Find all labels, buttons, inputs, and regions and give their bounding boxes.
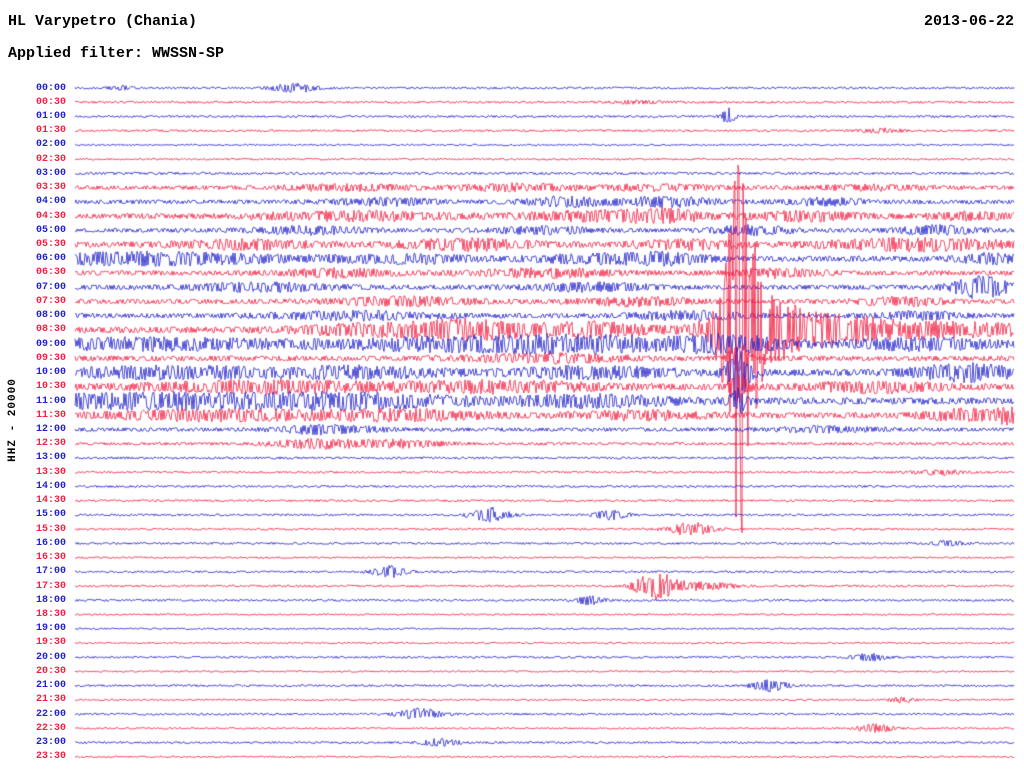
time-label: 02:30: [35, 153, 66, 165]
time-label: 22:00: [35, 708, 66, 720]
time-label: 12:00: [35, 424, 66, 436]
time-label: 16:30: [35, 552, 66, 564]
time-label: 10:00: [35, 367, 66, 379]
time-label: 15:30: [35, 523, 66, 535]
time-label: 18:00: [35, 594, 66, 606]
time-label: 05:00: [35, 224, 66, 236]
time-label: 03:00: [35, 167, 66, 179]
time-label: 13:00: [35, 452, 66, 464]
time-label: 03:30: [35, 182, 66, 194]
time-label: 20:00: [35, 651, 66, 663]
time-label: 08:30: [35, 324, 66, 336]
time-label: 22:30: [35, 722, 66, 734]
time-label: 19:30: [35, 637, 66, 649]
time-label: 11:30: [35, 409, 66, 421]
time-label: 01:30: [35, 125, 66, 137]
time-label: 20:30: [35, 665, 66, 677]
time-label: 14:30: [35, 495, 66, 507]
time-label: 06:00: [35, 253, 66, 265]
time-label: 17:00: [35, 566, 66, 578]
time-label: 00:00: [35, 82, 66, 94]
time-label: 04:00: [35, 196, 66, 208]
time-label: 12:30: [35, 438, 66, 450]
time-label: 09:00: [35, 338, 66, 350]
time-label: 23:30: [35, 751, 66, 763]
time-label: 11:00: [35, 395, 66, 407]
time-label: 23:00: [35, 737, 66, 749]
time-label: 01:00: [35, 110, 66, 122]
time-label: 09:30: [35, 352, 66, 364]
time-label: 21:30: [35, 694, 66, 706]
time-label: 08:00: [35, 310, 66, 322]
time-label: 15:00: [35, 509, 66, 521]
time-label: 13:30: [35, 466, 66, 478]
time-label: 00:30: [35, 96, 66, 108]
time-label: 19:00: [35, 623, 66, 635]
time-label: 14:00: [35, 480, 66, 492]
time-label: 07:30: [35, 295, 66, 307]
time-label: 04:30: [35, 210, 66, 222]
time-label: 05:30: [35, 239, 66, 251]
time-label: 10:30: [35, 381, 66, 393]
time-label: 16:00: [35, 537, 66, 549]
time-label: 21:00: [35, 680, 66, 692]
time-label: 07:00: [35, 281, 66, 293]
time-label: 17:30: [35, 580, 66, 592]
time-label: 18:30: [35, 609, 66, 620]
time-label: 02:00: [35, 139, 66, 151]
time-label: 06:30: [35, 267, 66, 279]
